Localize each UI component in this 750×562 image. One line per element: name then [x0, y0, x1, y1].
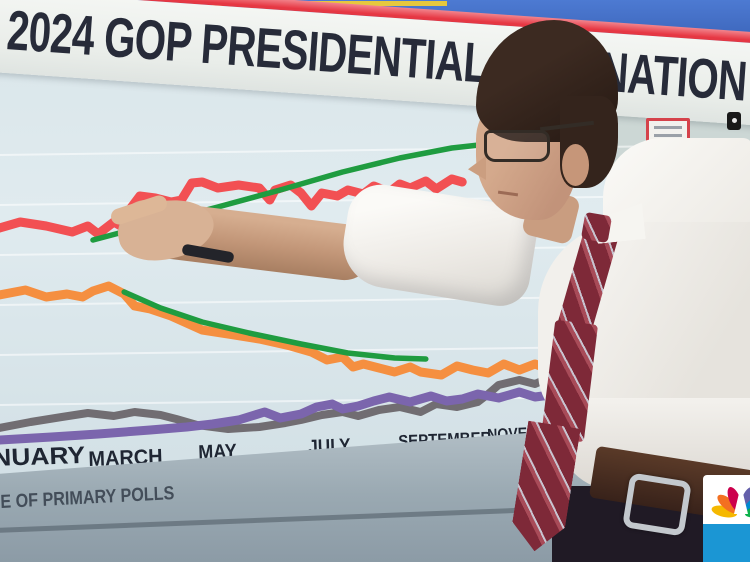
series-line-purple [0, 387, 556, 445]
nbc-peacock-icon [711, 485, 750, 518]
gridline [0, 194, 750, 206]
legend-box-occluded [646, 118, 690, 151]
lock-icon [727, 112, 741, 130]
network-bug: I [703, 475, 750, 562]
series-line-orange [0, 281, 556, 380]
series-line-red [0, 174, 467, 239]
gridline [0, 244, 750, 256]
network-bug-blue-bar: I [703, 524, 750, 562]
gridline [0, 294, 750, 306]
gridline [0, 144, 750, 156]
series-line-hand-drawn-green-falling-arc [121, 289, 429, 362]
